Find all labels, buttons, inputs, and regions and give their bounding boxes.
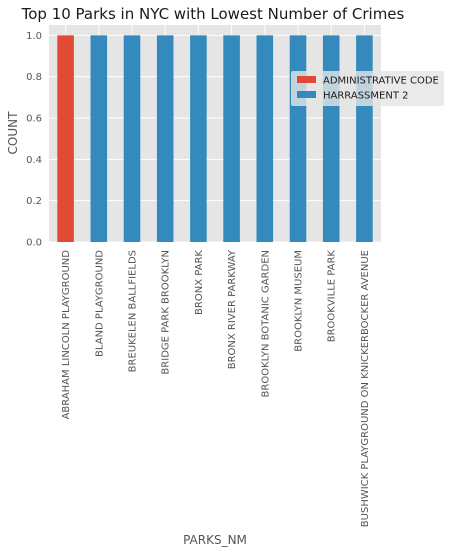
x-tick-label: BROOKLYN MUSEUM bbox=[294, 250, 305, 352]
y-axis-ticks: 0.0 0.2 0.4 0.6 0.8 1.0 bbox=[26, 31, 42, 249]
x-tick-label: BRIDGE PARK BROOKLYN bbox=[161, 250, 172, 375]
bar-harrassment-2 bbox=[90, 35, 108, 243]
x-tick-label: ABRAHAM LINCOLN PLAYGROUND bbox=[61, 250, 72, 420]
x-tick-label: BROOKLYN BOTANIC GARDEN bbox=[260, 250, 271, 397]
legend-label: HARRASSMENT 2 bbox=[323, 91, 408, 102]
y-tick-label: 0.6 bbox=[26, 114, 42, 125]
bars bbox=[57, 35, 373, 243]
x-tick-label: BRONX RIVER PARKWAY bbox=[227, 249, 238, 369]
bar-harrassment-2 bbox=[190, 35, 207, 243]
y-axis-label: COUNT bbox=[6, 111, 20, 155]
legend: ADMINISTRATIVE CODE HARRASSMENT 2 bbox=[291, 71, 444, 106]
y-tick-label: 0.2 bbox=[26, 196, 42, 207]
bar-harrassment-2 bbox=[156, 35, 174, 243]
legend-box bbox=[291, 71, 444, 106]
x-tick-label: BLAND PLAYGROUND bbox=[94, 250, 105, 357]
bar-harrassment-2 bbox=[322, 35, 340, 243]
bar-harrassment-2 bbox=[223, 35, 240, 243]
bar-harrassment-2 bbox=[356, 35, 373, 243]
legend-label: ADMINISTRATIVE CODE bbox=[323, 76, 439, 87]
legend-swatch bbox=[297, 76, 316, 83]
legend-swatch bbox=[297, 91, 316, 98]
x-tick-label: BROOKVILLE PARK bbox=[327, 250, 338, 343]
bar-harrassment-2 bbox=[256, 35, 274, 243]
y-tick-label: 1.0 bbox=[26, 31, 42, 42]
x-tick-label: BUSHWICK PLAYGROUND ON KNICKERBOCKER AVE… bbox=[360, 250, 371, 527]
y-tick-label: 0.0 bbox=[26, 238, 42, 249]
chart-title: Top 10 Parks in NYC with Lowest Number o… bbox=[21, 5, 405, 23]
bar-harrassment-2 bbox=[123, 35, 141, 243]
x-tick-label: BRONX PARK bbox=[194, 250, 205, 315]
x-axis-ticks: ABRAHAM LINCOLN PLAYGROUND BLAND PLAYGROU… bbox=[61, 249, 371, 527]
y-tick-label: 0.8 bbox=[26, 72, 42, 83]
x-axis-label: PARKS_NM bbox=[183, 533, 247, 547]
bar-administrative-code bbox=[57, 35, 74, 243]
bar-harrassment-2 bbox=[289, 35, 307, 243]
x-tick-label: BREUKELEN BALLFIELDS bbox=[128, 250, 139, 372]
y-tick-label: 0.4 bbox=[26, 155, 42, 166]
